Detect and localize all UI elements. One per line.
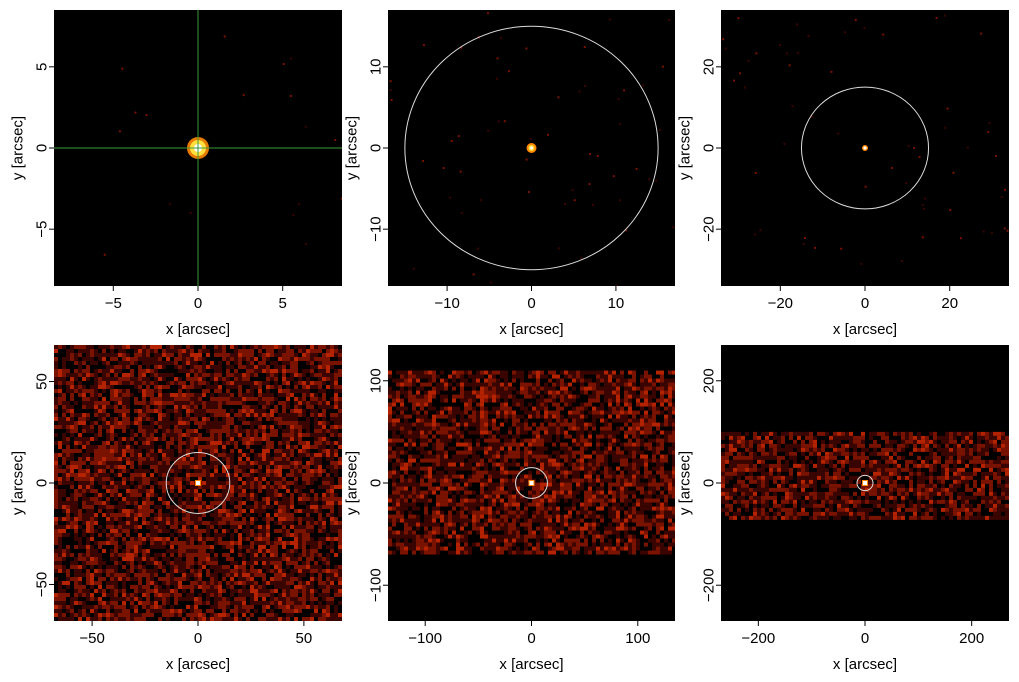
y-axis-label: y [arcsec] bbox=[344, 116, 361, 180]
y-tick-label: −100 bbox=[368, 568, 385, 602]
x-tick-label: 20 bbox=[941, 295, 958, 312]
y-tick-label: 200 bbox=[701, 368, 718, 393]
image-layer bbox=[388, 370, 675, 555]
source bbox=[195, 480, 201, 486]
y-tick-label: −20 bbox=[701, 216, 718, 241]
noise-band bbox=[54, 345, 342, 621]
panel-1: −5 0 5 −5 0 5 x [arcsec] y [arcsec] bbox=[10, 10, 342, 338]
image-layer bbox=[54, 345, 342, 621]
x-tick-label: −5 bbox=[105, 295, 122, 312]
x-tick-label: 0 bbox=[861, 295, 869, 312]
x-tick-label: 100 bbox=[625, 630, 650, 647]
x-axis-label: x [arcsec] bbox=[166, 321, 230, 338]
y-tick-label: 0 bbox=[701, 144, 718, 152]
x-axis-label: x [arcsec] bbox=[833, 656, 897, 673]
y-axis-label: y [arcsec] bbox=[10, 451, 27, 515]
y-axis-label: y [arcsec] bbox=[344, 451, 361, 515]
panel-3: −20 0 20 −20 0 20 x [arcsec] y [arcsec] bbox=[677, 10, 1009, 338]
source bbox=[528, 480, 535, 486]
image-layer bbox=[389, 12, 675, 286]
x-tick-label: 5 bbox=[279, 295, 287, 312]
x-axis-label: x [arcsec] bbox=[833, 321, 897, 338]
noise-band bbox=[388, 370, 675, 555]
y-axis-label: y [arcsec] bbox=[677, 116, 694, 180]
panel-6: −200 0 200 −200 0 200 x [arcsec] y [arcsec] bbox=[677, 345, 1009, 673]
y-tick-label: −200 bbox=[701, 568, 718, 602]
x-tick-label: 0 bbox=[194, 295, 202, 312]
source bbox=[862, 145, 868, 151]
source bbox=[526, 143, 537, 153]
y-axis-label: y [arcsec] bbox=[10, 116, 27, 180]
x-tick-label: −20 bbox=[768, 295, 793, 312]
x-tick-label: −200 bbox=[741, 630, 775, 647]
x-tick-label: 50 bbox=[296, 630, 313, 647]
background-specks bbox=[103, 35, 342, 256]
y-tick-label: 0 bbox=[701, 479, 718, 487]
x-axis-label: x [arcsec] bbox=[499, 321, 563, 338]
extraction-circle bbox=[856, 474, 874, 492]
y-tick-label: 0 bbox=[368, 144, 385, 152]
x-tick-label: −50 bbox=[79, 630, 104, 647]
extraction-circle bbox=[515, 467, 548, 499]
x-tick-label: 10 bbox=[608, 295, 625, 312]
x-tick-label: −10 bbox=[434, 295, 459, 312]
x-tick-label: 0 bbox=[194, 630, 202, 647]
noise-band bbox=[721, 431, 1009, 520]
x-tick-label: 0 bbox=[527, 295, 535, 312]
y-tick-label: 0 bbox=[368, 479, 385, 487]
y-tick-label: −50 bbox=[34, 572, 51, 597]
source bbox=[862, 480, 868, 486]
x-tick-label: 200 bbox=[959, 630, 984, 647]
y-tick-label: −5 bbox=[34, 221, 51, 238]
y-axis-label: y [arcsec] bbox=[677, 451, 694, 515]
extraction-circle bbox=[165, 452, 231, 514]
image-layer bbox=[721, 431, 1009, 520]
x-tick-label: −100 bbox=[408, 630, 442, 647]
panel-2: −10 0 10 −10 0 10 x [arcsec] y [arcsec] bbox=[344, 10, 675, 338]
extraction-circle bbox=[404, 25, 659, 271]
y-tick-label: 5 bbox=[34, 63, 51, 71]
background-specks bbox=[722, 14, 1009, 265]
background-specks bbox=[389, 12, 675, 286]
x-axis-label: x [arcsec] bbox=[166, 656, 230, 673]
y-tick-label: −10 bbox=[368, 216, 385, 241]
extraction-circle bbox=[800, 86, 930, 210]
panel-4: −50 0 50 −50 0 50 x [arcsec] y [arcsec] bbox=[10, 345, 342, 673]
image-layer bbox=[54, 10, 342, 286]
y-tick-label: 10 bbox=[368, 58, 385, 75]
y-tick-label: 50 bbox=[34, 373, 51, 390]
y-tick-label: 0 bbox=[34, 144, 51, 152]
y-tick-label: 20 bbox=[701, 58, 718, 75]
x-tick-label: 0 bbox=[861, 630, 869, 647]
x-tick-label: 0 bbox=[527, 630, 535, 647]
y-tick-label: 100 bbox=[368, 368, 385, 393]
panel-5: −100 0 100 −100 0 100 x [arcsec] y [arcsec] bbox=[344, 345, 675, 673]
image-layer bbox=[722, 14, 1009, 265]
y-tick-label: 0 bbox=[34, 479, 51, 487]
x-axis-label: x [arcsec] bbox=[499, 656, 563, 673]
